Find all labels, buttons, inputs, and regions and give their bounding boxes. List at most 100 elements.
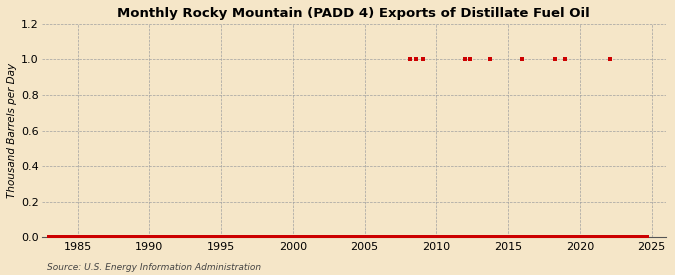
Point xyxy=(317,235,328,240)
Point xyxy=(323,235,334,240)
Point xyxy=(463,235,474,240)
Point xyxy=(234,235,244,240)
Point xyxy=(396,235,407,240)
Point xyxy=(128,235,139,240)
Point xyxy=(356,235,367,240)
Point xyxy=(252,235,263,240)
Point xyxy=(486,235,497,240)
Point xyxy=(560,57,571,62)
Point xyxy=(117,235,128,240)
Point xyxy=(205,235,216,240)
Point xyxy=(283,235,294,240)
Point xyxy=(381,235,392,240)
Point xyxy=(315,235,326,240)
Point xyxy=(84,235,95,240)
Point xyxy=(520,235,531,240)
Point xyxy=(331,235,342,240)
Point xyxy=(158,235,169,240)
Point xyxy=(622,235,633,240)
Point xyxy=(134,235,145,240)
Point xyxy=(226,235,237,240)
Point xyxy=(188,235,199,240)
Point xyxy=(448,235,458,240)
Point xyxy=(469,235,480,240)
Point xyxy=(553,235,564,240)
Point xyxy=(612,235,622,240)
Point xyxy=(491,235,502,240)
Point xyxy=(358,235,369,240)
Point xyxy=(472,235,483,240)
Point xyxy=(223,235,234,240)
Point xyxy=(59,235,70,240)
Text: Source: U.S. Energy Information Administration: Source: U.S. Energy Information Administ… xyxy=(47,263,261,272)
Point xyxy=(109,235,120,240)
Point xyxy=(66,235,77,240)
Point xyxy=(334,235,345,240)
Point xyxy=(257,235,268,240)
Point xyxy=(248,235,259,240)
Point xyxy=(410,235,421,240)
Point xyxy=(481,235,492,240)
Point xyxy=(474,235,485,240)
Point xyxy=(261,235,272,240)
Point xyxy=(207,235,218,240)
Point xyxy=(558,235,568,240)
Point xyxy=(136,235,146,240)
Point xyxy=(171,235,182,240)
Point xyxy=(603,235,614,240)
Point xyxy=(620,235,630,240)
Point xyxy=(291,235,302,240)
Point xyxy=(376,235,387,240)
Point xyxy=(180,235,190,240)
Point xyxy=(510,235,520,240)
Point xyxy=(278,235,289,240)
Point xyxy=(240,235,250,240)
Point xyxy=(426,235,437,240)
Point xyxy=(215,235,226,240)
Point xyxy=(151,235,162,240)
Point xyxy=(54,235,65,240)
Point xyxy=(193,235,204,240)
Point xyxy=(547,235,558,240)
Point xyxy=(162,235,173,240)
Point xyxy=(132,235,142,240)
Point xyxy=(69,235,80,240)
Point xyxy=(121,235,132,240)
Point xyxy=(95,235,106,240)
Point xyxy=(74,235,85,240)
Point xyxy=(124,235,134,240)
Point xyxy=(43,235,54,240)
Point xyxy=(359,235,370,240)
Point xyxy=(485,57,495,62)
Point xyxy=(339,235,350,240)
Point xyxy=(199,235,210,240)
Point xyxy=(537,235,548,240)
Point xyxy=(367,235,378,240)
Point xyxy=(352,235,362,240)
Point xyxy=(310,235,321,240)
Point xyxy=(175,235,186,240)
Point xyxy=(542,235,553,240)
Point xyxy=(421,235,432,240)
Point xyxy=(263,235,274,240)
Point xyxy=(138,235,148,240)
Point xyxy=(400,235,410,240)
Point xyxy=(277,235,288,240)
Point xyxy=(153,235,164,240)
Point xyxy=(335,235,346,240)
Point xyxy=(564,235,574,240)
Point xyxy=(573,235,584,240)
Point xyxy=(431,235,441,240)
Point xyxy=(286,235,297,240)
Point xyxy=(529,235,540,240)
Point xyxy=(120,235,131,240)
Point xyxy=(273,235,284,240)
Point xyxy=(630,235,641,240)
Point xyxy=(119,235,130,240)
Point xyxy=(71,235,82,240)
Point xyxy=(103,235,114,240)
Point xyxy=(194,235,205,240)
Point xyxy=(305,235,316,240)
Point xyxy=(322,235,333,240)
Point xyxy=(393,235,404,240)
